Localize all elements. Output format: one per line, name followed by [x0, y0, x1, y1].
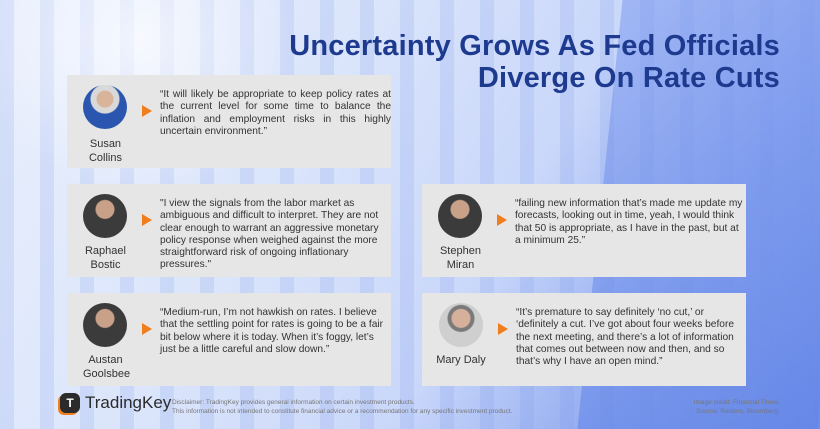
title-line-2: Diverge On Rate Cuts [477, 62, 780, 94]
arrow-right-icon [496, 214, 507, 226]
source-line: Source: Reuters, Bloomberg. [696, 408, 780, 415]
quote-card-miran: Stephen Miran “failing new information t… [422, 184, 746, 277]
official-name: Raphael Bostic [84, 245, 126, 271]
disclaimer: Disclaimer: TradingKey provides general … [172, 398, 512, 416]
arrow-right-icon [141, 323, 152, 335]
logo-text: TradingKey [85, 393, 172, 412]
avatar [438, 194, 483, 238]
avatar [83, 194, 128, 238]
quote-text: “It’s premature to say definitely ‘no cu… [516, 307, 735, 368]
logo-icon: T [60, 393, 80, 413]
quote-text: “failing new information that’s made me … [514, 198, 743, 246]
avatar [439, 303, 483, 347]
quote-card-bostic: Raphael Bostic "I view the signals from … [67, 184, 391, 277]
official-name: Mary Daly [436, 354, 486, 366]
page-title: Uncertainty Grows As Fed Officials Diver… [289, 30, 780, 94]
tradingkey-logo: T TradingKey [60, 393, 171, 413]
title-line-1: Uncertainty Grows As Fed Officials [289, 30, 780, 62]
avatar [83, 303, 128, 347]
official-name: Susan Collins [88, 138, 122, 164]
disclaimer-line: Disclaimer: TradingKey provides general … [172, 399, 415, 406]
official-name: Stephen Miran [439, 245, 481, 271]
arrow-right-icon [141, 214, 152, 226]
arrow-right-icon [498, 323, 508, 335]
credit-line: Image credit: Financial Times, [693, 399, 780, 406]
avatar [83, 85, 128, 129]
quote-card-daly: Mary Daly “It’s premature to say definit… [422, 293, 746, 386]
quote-text: “Medium-run, I’m not hawkish on rates. I… [159, 307, 384, 355]
quote-card-goolsbee: Austan Goolsbee “Medium-run, I’m not haw… [67, 293, 391, 386]
quote-card-collins: Susan Collins “It will likely be appropr… [67, 75, 391, 168]
image-credit: Image credit: Financial Times, Source: R… [694, 398, 780, 416]
official-name: Austan Goolsbee [82, 354, 131, 380]
arrow-right-icon [141, 105, 152, 117]
disclaimer-line: This information is not intended to cons… [172, 408, 513, 415]
quote-text: “It will likely be appropriate to keep p… [159, 89, 391, 137]
quote-text: "I view the signals from the labor marke… [159, 198, 379, 271]
